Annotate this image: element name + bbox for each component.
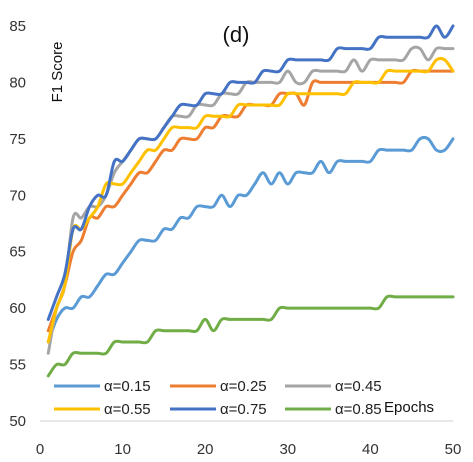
- legend-label: α=0.15: [104, 378, 151, 395]
- series-line-2: [46, 68, 455, 333]
- y-tick-label: 80: [9, 74, 26, 91]
- x-axis-label: Epochs: [384, 399, 434, 416]
- legend-label: α=0.55: [104, 401, 151, 418]
- y-tick-label: 60: [9, 300, 26, 317]
- series-lines: [46, 24, 455, 378]
- series-line-3: [46, 45, 455, 355]
- panel-title: (d): [223, 22, 250, 47]
- legend: α=0.15 α=0.25 α=0.45 α=0.55 α=0.75 α=0.85: [54, 378, 382, 418]
- legend-label: α=0.85: [335, 401, 382, 418]
- series-line-6: [46, 294, 455, 378]
- y-tick-label: 85: [9, 18, 26, 35]
- x-tick-labels: 0 10 20 30 40 50: [36, 441, 462, 458]
- legend-label: α=0.45: [335, 378, 382, 395]
- x-tick-label: 50: [445, 441, 462, 458]
- x-tick-label: 10: [114, 441, 131, 458]
- series-line-1: [46, 135, 455, 344]
- series-line-5: [46, 24, 455, 321]
- x-tick-label: 0: [36, 441, 44, 458]
- legend-label: α=0.25: [220, 378, 267, 395]
- y-tick-label: 75: [9, 131, 26, 148]
- x-tick-label: 40: [362, 441, 379, 458]
- y-tick-label: 70: [9, 187, 26, 204]
- y-tick-label: 50: [9, 413, 26, 430]
- series-line-4: [46, 56, 455, 344]
- y-tick-label: 55: [9, 357, 26, 374]
- y-tick-labels: 50 55 60 65 70 75 80 85: [9, 18, 26, 430]
- x-tick-label: 30: [279, 441, 296, 458]
- y-tick-label: 65: [9, 244, 26, 261]
- y-axis-label: F1 Score: [49, 42, 66, 103]
- x-tick-label: 20: [197, 441, 214, 458]
- legend-label: α=0.75: [220, 401, 267, 418]
